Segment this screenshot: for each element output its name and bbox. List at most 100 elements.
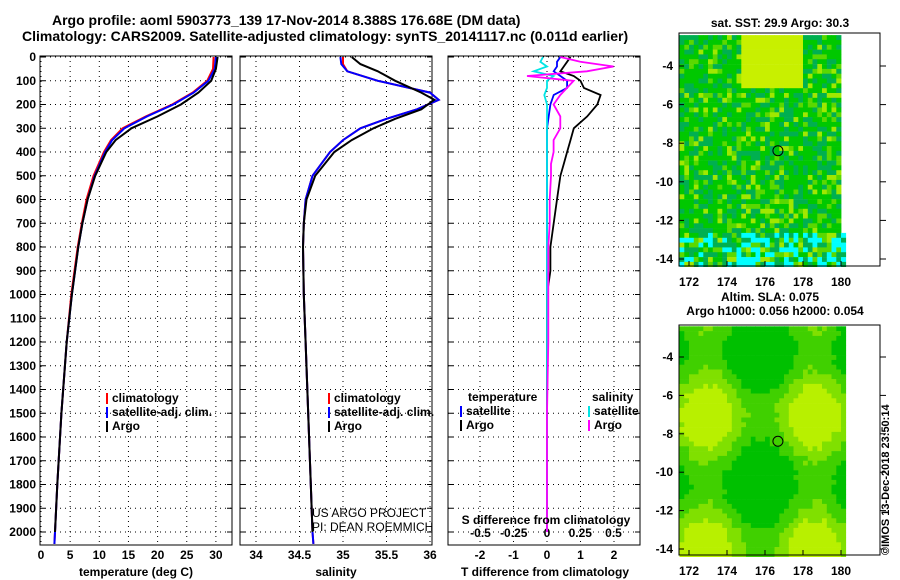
map-cell [722, 542, 728, 548]
map-cell [817, 184, 823, 190]
map-cell [831, 340, 837, 346]
map-cell [717, 83, 723, 89]
map-cell [826, 508, 832, 514]
map-cell [807, 35, 813, 41]
map-cell [689, 335, 695, 341]
map-cell [831, 102, 837, 108]
map-cell [836, 350, 842, 356]
sla-map-subtitle: Argo h1000: 0.056 h2000: 0.054 [686, 304, 864, 318]
map-cell [784, 369, 790, 375]
map-cell [798, 35, 804, 41]
map-cell [807, 427, 813, 433]
map-cell [774, 165, 780, 171]
map-cell [755, 126, 761, 132]
map-cell [784, 475, 790, 481]
map-cell [755, 160, 761, 166]
map-cell [765, 403, 771, 409]
map-cell [784, 170, 790, 176]
map-cell [769, 345, 775, 351]
map-cell [679, 470, 685, 476]
map-cell [807, 345, 813, 351]
map-cell [822, 412, 828, 418]
map-cell [831, 431, 837, 437]
map-cell [831, 97, 837, 103]
map-cell [807, 131, 813, 137]
s-difference-tick-label: 0 [544, 526, 551, 540]
map-cell [774, 213, 780, 219]
map-cell [712, 379, 718, 385]
map-cell [760, 446, 766, 452]
map-cell [836, 165, 842, 171]
map-cell [817, 199, 823, 205]
map-cell [822, 503, 828, 509]
map-cell [779, 73, 785, 79]
map-cell [836, 436, 842, 442]
map-cell [717, 460, 723, 466]
map-cell [784, 117, 790, 123]
map-cell [741, 412, 747, 418]
map-cell [746, 102, 752, 108]
map-cell [684, 247, 690, 253]
map-cell [741, 422, 747, 428]
map-cell [798, 503, 804, 509]
map-cell [731, 39, 737, 45]
map-cell [831, 489, 837, 495]
map-cell [722, 523, 728, 529]
map-cell [841, 427, 847, 433]
map-cell [703, 422, 709, 428]
map-cell [784, 407, 790, 413]
map-cell [788, 369, 794, 375]
map-cell [793, 252, 799, 258]
map-cell [731, 136, 737, 142]
map-cell [760, 388, 766, 394]
map-cell [703, 208, 709, 214]
map-cell [755, 364, 761, 370]
map-cell [779, 359, 785, 365]
map-cell [693, 170, 699, 176]
map-cell [679, 527, 685, 533]
map-cell [755, 513, 761, 519]
map-cell [679, 398, 685, 404]
map-cell [755, 93, 761, 99]
map-cell [788, 170, 794, 176]
map-cell [708, 88, 714, 94]
map-cell [760, 242, 766, 248]
map-cell [717, 35, 723, 41]
map-cell [698, 237, 704, 243]
map-cell [684, 126, 690, 132]
map-cell [803, 204, 809, 210]
map-cell [807, 383, 813, 389]
map-cell [750, 475, 756, 481]
map-cell [741, 44, 747, 50]
map-cell [836, 242, 842, 248]
map-cell [684, 141, 690, 147]
map-cell [741, 436, 747, 442]
map-cell [698, 59, 704, 65]
map-cell [779, 189, 785, 195]
map-cell [836, 417, 842, 423]
map-cell [722, 146, 728, 152]
map-cell [831, 523, 837, 529]
map-cell [741, 460, 747, 466]
map-cell [793, 102, 799, 108]
difference-salinity-satellite-line [530, 56, 556, 532]
map-cell [731, 547, 737, 553]
map-cell [774, 247, 780, 253]
map-cell [769, 261, 775, 267]
map-cell [793, 379, 799, 385]
map-cell [717, 261, 723, 267]
map-cell [703, 97, 709, 103]
map-cell [769, 175, 775, 181]
map-cell [760, 208, 766, 214]
map-cell [708, 417, 714, 423]
map-cell [722, 64, 728, 70]
map-cell [841, 232, 847, 238]
map-cell [741, 49, 747, 55]
map-cell [731, 199, 737, 205]
map-cell [803, 257, 809, 263]
map-cell [779, 252, 785, 258]
map-cell [736, 102, 742, 108]
map-cell [731, 503, 737, 509]
map-lat-label: -14 [656, 542, 674, 556]
map-cell [765, 83, 771, 89]
